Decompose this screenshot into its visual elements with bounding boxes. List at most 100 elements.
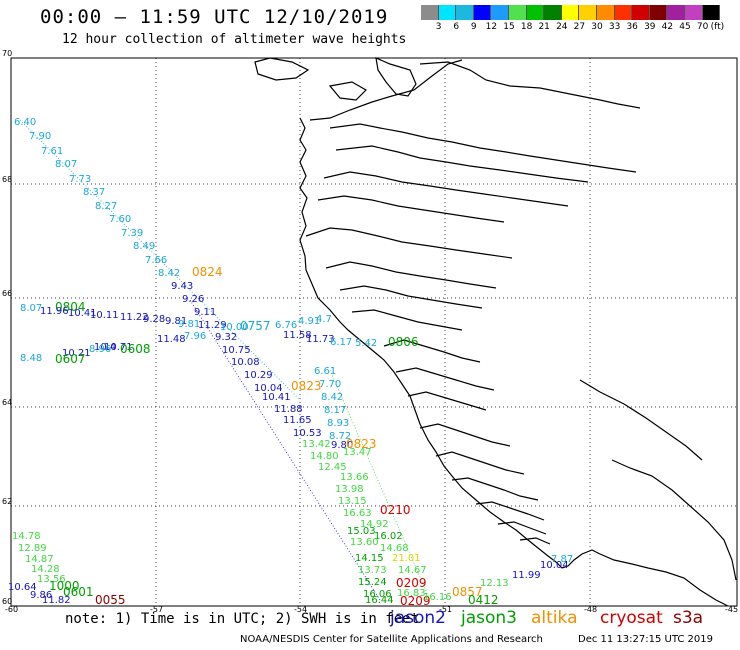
wave-height-value: 14.92 <box>360 519 389 530</box>
scale-unit-label: (ft) <box>710 22 725 32</box>
wave-height-value: 9.81 <box>165 316 187 327</box>
wave-height-value: 8.07 <box>55 159 77 170</box>
wave-height-value: 9.80 <box>331 440 353 451</box>
scale-swatch <box>473 5 492 20</box>
latitude-label: 60 <box>2 597 12 606</box>
pass-time-label: 1000 <box>49 579 80 593</box>
wave-height-value: 10.71 <box>104 342 133 353</box>
wave-height-value: 8.72 <box>329 431 351 442</box>
scale-tick-label: 39 <box>644 22 656 32</box>
wave-height-value: 14.15 <box>355 553 384 564</box>
scale-tick-label: 70 <box>696 22 709 32</box>
wave-height-value: 14.28 <box>31 564 60 575</box>
wave-height-value: 13.47 <box>343 447 372 458</box>
scale-tick-label: 24 <box>556 22 568 32</box>
wave-height-value: 10.08 <box>231 357 260 368</box>
wave-height-value: 7.87 <box>551 554 573 565</box>
jason-track-2 <box>189 299 381 601</box>
wave-height-value: 16.44 <box>365 595 394 606</box>
latitude-label: 64 <box>2 398 12 407</box>
scale-tick-label: 12 <box>485 22 498 32</box>
wave-height-value: 8.37 <box>83 187 105 198</box>
wave-height-value: 6.61 <box>314 366 336 377</box>
wave-height-value: 10.04 <box>540 560 569 571</box>
scale-swatch <box>614 5 633 20</box>
wave-height-value: 9.43 <box>171 281 193 292</box>
scale-swatch <box>508 5 527 20</box>
wave-height-labels: 6.40 7.90 7.61 8.07 7.73 8.37 8.27 7.60 7.39 8.49… <box>8 117 573 608</box>
wave-height-value: 7.73 <box>69 174 91 185</box>
wave-height-value: 8.48 <box>20 353 42 364</box>
wave-height-value: 7.39 <box>121 228 143 239</box>
pass-time-label: 0608 <box>120 342 151 356</box>
pass-time-label: 0209 <box>396 576 427 590</box>
scale-tick-label: 15 <box>503 22 515 32</box>
scale-tick-label: 3 <box>435 22 442 32</box>
wave-height-value: 4.7 <box>316 314 332 325</box>
legend-altika: altika <box>531 608 578 628</box>
scale-swatch <box>491 5 509 20</box>
scale-tick-label: 18 <box>520 22 533 32</box>
wave-height-value: 9.32 <box>215 332 237 343</box>
scale-swatch <box>649 5 668 20</box>
scale-swatch <box>421 5 439 20</box>
latitude-label: 68 <box>2 175 12 184</box>
wave-height-value: 11.48 <box>157 334 186 345</box>
wave-height-value: 14.67 <box>398 565 427 576</box>
wave-height-value: 10.53 <box>293 428 322 439</box>
wave-height-value: 14.78 <box>12 531 41 542</box>
scale-swatch <box>544 5 562 20</box>
latitude-label: 70 <box>2 49 12 58</box>
wave-height-value: 8.49 <box>133 241 155 252</box>
longitude-label: -51 <box>439 605 452 614</box>
wave-height-value: 5.42 <box>355 338 377 349</box>
wave-height-value: 15.24 <box>358 577 387 588</box>
scale-tick-label: 6 <box>453 22 460 32</box>
wave-height-value: 15.03 <box>347 526 376 537</box>
wave-height-value: 8.93 <box>327 418 349 429</box>
wave-height-value: 16.83 <box>397 588 426 599</box>
map-title: 00:00 – 11:59 UTC 12/10/2019 <box>40 6 389 28</box>
pass-time-label: 0806 <box>388 335 419 349</box>
wave-height-value: 13.42 <box>302 439 331 450</box>
pass-time-label: 0804 <box>55 300 86 314</box>
wave-height-value: 6.76 <box>275 320 297 331</box>
wave-height-value: 12.45 <box>318 462 347 473</box>
scale-tick-label: 45 <box>679 22 691 32</box>
pass-time-label: 0055 <box>95 593 126 607</box>
wave-height-value: 14.87 <box>25 554 54 565</box>
wave-height-value: 10.29 <box>244 370 273 381</box>
footer-credit: NOAA/NESDIS Center for Satellite Applica… <box>240 634 543 645</box>
scale-swatch <box>561 5 580 20</box>
scale-swatch <box>596 5 615 20</box>
wave-height-value: 6.17 <box>330 337 352 348</box>
pass-time-label: 0601 <box>63 585 94 599</box>
wave-height-value: 10.11 <box>90 310 119 321</box>
longitude-label: -57 <box>150 605 163 614</box>
scale-swatch <box>684 5 703 20</box>
pass-time-label: 0857 <box>452 585 483 599</box>
scale-tick-label: 9 <box>470 22 477 32</box>
wave-height-value: 8.27 <box>95 201 117 212</box>
scale-tick-label: 42 <box>661 22 674 32</box>
wave-height-value: 9.26 <box>182 294 204 305</box>
color-scale-ticks: 3 6 9 12 15 18 21 24 27 30 33 36 39 42 45 70 (ft) <box>421 20 724 34</box>
scale-tick-label: 33 <box>608 22 621 32</box>
legend-jason2: jason2 <box>390 608 446 628</box>
wave-height-value: 9.11 <box>194 307 216 318</box>
scale-swatch <box>526 5 545 20</box>
wave-height-value: 13.98 <box>335 484 364 495</box>
wave-height-value: 7.66 <box>145 255 167 266</box>
scale-swatch <box>667 5 685 20</box>
legend-s3a: s3a <box>673 608 704 628</box>
pass-time-label: 0757 <box>240 319 271 333</box>
units-note: note: 1) Time is in UTC; 2) SWH is in fe… <box>65 611 420 627</box>
wave-height-value: 10.4 <box>94 342 116 353</box>
longitude-label: -54 <box>294 605 307 614</box>
wave-height-value: 13.56 <box>37 574 66 585</box>
wave-height-value: 11.65 <box>283 415 312 426</box>
wave-height-value: 6.40 <box>14 117 36 128</box>
wave-height-value: 11.82 <box>42 595 71 606</box>
axis-labels: 70 68 66 64 62 60-60 -57 -54 -51 -48 -45 <box>2 49 738 614</box>
scale-swatch <box>702 5 721 20</box>
